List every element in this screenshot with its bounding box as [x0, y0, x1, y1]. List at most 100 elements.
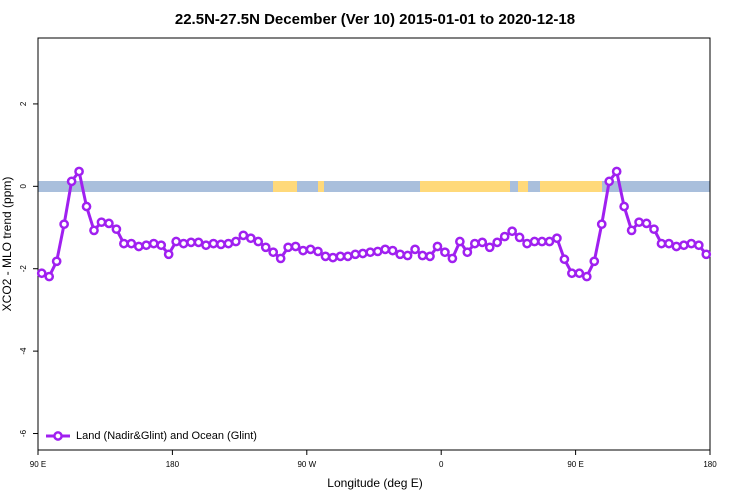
data-point	[260, 242, 271, 253]
land-ocean-band	[38, 181, 710, 192]
x-tick-label: 90 E	[30, 460, 46, 469]
data-point	[156, 240, 167, 251]
data-point	[74, 166, 84, 177]
data-point	[238, 230, 249, 241]
data-point	[365, 247, 376, 258]
data-point	[119, 238, 129, 249]
data-point	[178, 238, 189, 249]
data-point	[275, 253, 286, 264]
x-tick-label: 180	[166, 460, 180, 469]
legend-label: Land (Nadir&Glint) and Ocean (Glint)	[76, 430, 257, 442]
data-point	[350, 249, 361, 260]
data-point	[440, 247, 450, 258]
data-point	[686, 238, 697, 249]
chart-title: 22.5N-27.5N December (Ver 10) 2015-01-01…	[175, 11, 575, 28]
data-point	[328, 252, 338, 263]
data-point	[649, 224, 659, 235]
data-point	[380, 244, 391, 255]
data-point	[148, 238, 159, 249]
plot-frame	[37, 37, 711, 451]
data-point	[96, 217, 107, 228]
data-point	[89, 225, 99, 236]
data-point	[133, 241, 144, 252]
data-point	[492, 237, 503, 248]
data-point	[141, 240, 152, 251]
data-point	[111, 224, 122, 235]
data-point	[193, 237, 204, 248]
data-point	[410, 244, 420, 255]
data-point	[104, 218, 114, 229]
data-point	[477, 237, 488, 248]
data-point	[626, 225, 637, 236]
data-point	[66, 176, 77, 187]
data-point	[36, 268, 47, 279]
data-point	[59, 219, 69, 230]
data-point	[81, 201, 92, 212]
data-point	[469, 238, 480, 249]
data-point	[298, 245, 308, 256]
x-tick-label: 90 E	[567, 460, 583, 469]
data-point	[537, 236, 547, 247]
data-point	[484, 242, 495, 253]
data-point	[544, 236, 555, 247]
data-point	[126, 238, 137, 249]
y-tick-label: -6	[19, 429, 28, 437]
ocean-band	[38, 181, 710, 192]
data-point	[522, 238, 532, 249]
data-point	[208, 238, 219, 249]
data-point	[664, 238, 674, 249]
data-point	[567, 268, 577, 279]
data-point	[171, 236, 181, 247]
data-point	[216, 239, 226, 250]
data-point	[671, 241, 682, 252]
data-point	[231, 236, 241, 247]
y-tick-label: -4	[19, 347, 28, 355]
data-point	[268, 247, 279, 258]
data-point	[529, 236, 540, 247]
land-segment	[518, 181, 528, 192]
data-point	[402, 250, 413, 261]
data-point	[417, 250, 428, 261]
data-point	[305, 244, 316, 255]
data-point	[425, 251, 435, 262]
data-point	[335, 251, 346, 262]
data-point	[641, 218, 652, 229]
y-tick-label: 2	[19, 101, 28, 106]
land-segment	[540, 181, 602, 192]
data-point	[693, 240, 704, 251]
data-point	[589, 256, 600, 267]
data-point	[462, 247, 473, 258]
data-point	[611, 166, 622, 177]
data-point	[455, 236, 465, 247]
data-point	[372, 246, 383, 257]
data-point	[701, 249, 712, 260]
x-axis-label: Longitude (deg E)	[327, 476, 422, 490]
data-point	[320, 251, 331, 262]
data-point	[596, 219, 607, 230]
data-point	[581, 271, 592, 282]
data-point	[387, 245, 398, 256]
data-point	[634, 217, 644, 228]
data-point	[507, 226, 517, 237]
data-point	[313, 246, 323, 257]
data-point	[514, 232, 525, 243]
data-point	[201, 240, 211, 251]
data-point	[44, 271, 55, 282]
data-point	[499, 231, 510, 242]
y-tick-label: 0	[19, 184, 28, 189]
data-point	[186, 237, 196, 248]
data-point	[245, 233, 256, 244]
x-tick-label: 180	[703, 460, 717, 469]
land-segment	[318, 181, 324, 192]
land-segment	[273, 181, 297, 192]
data-point	[163, 249, 174, 260]
data-point	[432, 241, 443, 252]
x-tick-label: 0	[439, 460, 444, 469]
y-tick-label: -2	[19, 265, 28, 273]
data-point	[343, 251, 353, 262]
data-point	[447, 253, 458, 264]
data-point	[656, 238, 667, 249]
data-point	[395, 249, 405, 260]
land-segment	[420, 181, 510, 192]
